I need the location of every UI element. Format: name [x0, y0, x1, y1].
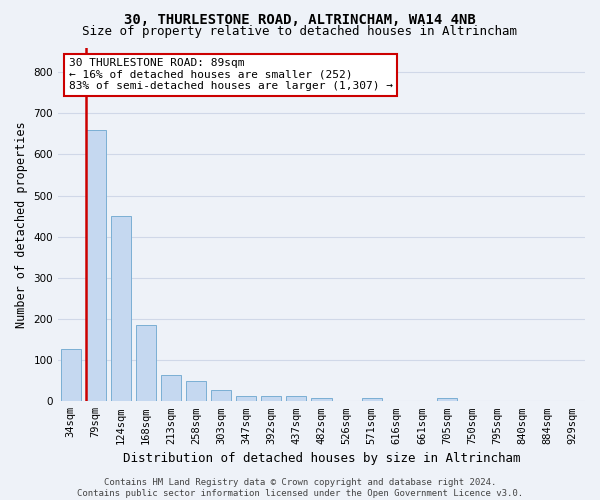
- Bar: [362, 398, 382, 402]
- Bar: [186, 380, 206, 402]
- X-axis label: Distribution of detached houses by size in Altrincham: Distribution of detached houses by size …: [123, 452, 520, 465]
- Bar: [236, 396, 256, 402]
- Text: Contains HM Land Registry data © Crown copyright and database right 2024.
Contai: Contains HM Land Registry data © Crown c…: [77, 478, 523, 498]
- Y-axis label: Number of detached properties: Number of detached properties: [15, 121, 28, 328]
- Bar: [86, 130, 106, 402]
- Bar: [161, 376, 181, 402]
- Bar: [261, 396, 281, 402]
- Bar: [211, 390, 231, 402]
- Bar: [136, 325, 156, 402]
- Text: Size of property relative to detached houses in Altrincham: Size of property relative to detached ho…: [83, 25, 517, 38]
- Bar: [286, 396, 307, 402]
- Text: 30, THURLESTONE ROAD, ALTRINCHAM, WA14 4NB: 30, THURLESTONE ROAD, ALTRINCHAM, WA14 4…: [124, 12, 476, 26]
- Bar: [437, 398, 457, 402]
- Text: 30 THURLESTONE ROAD: 89sqm
← 16% of detached houses are smaller (252)
83% of sem: 30 THURLESTONE ROAD: 89sqm ← 16% of deta…: [68, 58, 392, 92]
- Bar: [61, 348, 80, 402]
- Bar: [111, 216, 131, 402]
- Bar: [311, 398, 332, 402]
